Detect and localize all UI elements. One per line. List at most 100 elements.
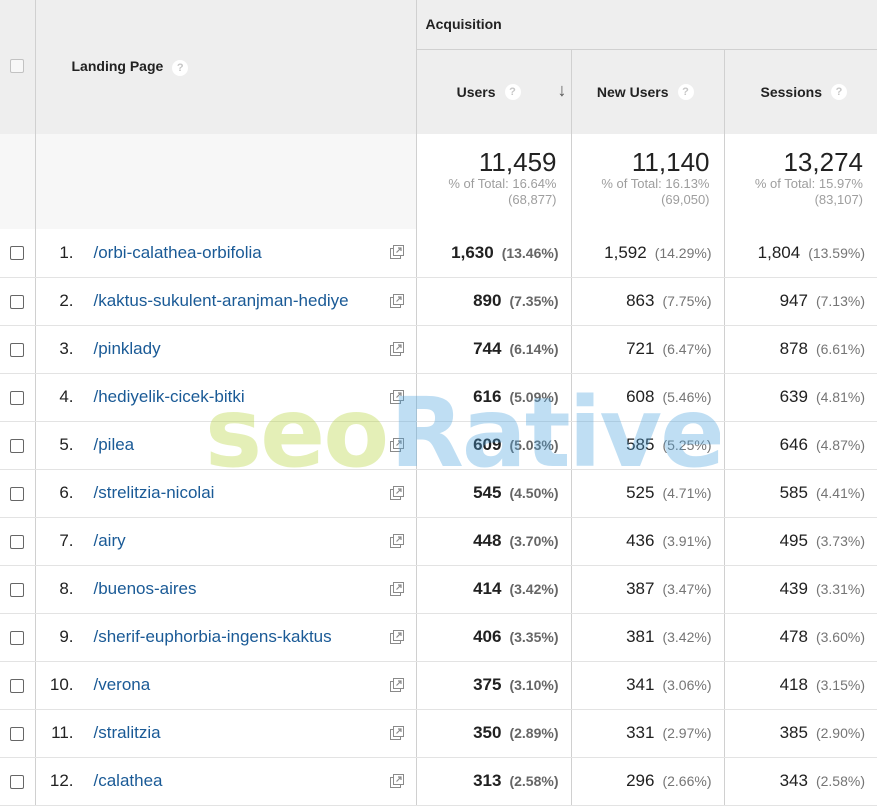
sessions-cell: 418 (3.15%) [724, 661, 877, 710]
new-users-cell: 436 (3.91%) [571, 517, 725, 566]
open-in-new-icon[interactable] [389, 581, 404, 596]
new-users-total: 11,140 % of Total: 16.13% (69,050) [571, 134, 725, 229]
open-in-new-icon[interactable] [389, 773, 404, 788]
row-checkbox-cell [0, 373, 36, 422]
sessions-pct: (3.73%) [815, 533, 865, 549]
landing-page-link[interactable]: /airy [93, 531, 126, 550]
table-row[interactable]: 5. /pilea 609 (5.03%) 585 (5.25%) 646 (4.87%… [0, 421, 877, 470]
users-value: 414 [473, 579, 502, 598]
row-checkbox[interactable] [10, 534, 25, 549]
users-cell: 744 (6.14%) [416, 325, 572, 374]
users-pct: (3.42%) [509, 581, 559, 597]
table-row[interactable]: 3. /pinklady 744 (6.14%) 721 (6.47%) 878 (6.… [0, 325, 877, 374]
arrow-down-icon[interactable]: ↓ [557, 79, 567, 100]
open-in-new-icon[interactable] [389, 485, 404, 500]
users-cell: 350 (2.89%) [416, 709, 572, 758]
landing-page-link[interactable]: /verona [93, 675, 151, 694]
table-row[interactable]: 6. /strelitzia-nicolai 545 (4.50%) 525 (4.7… [0, 469, 877, 518]
row-checkbox[interactable] [10, 582, 25, 597]
sessions-value: 478 [779, 627, 808, 646]
new-users-value: 608 [626, 387, 655, 406]
new-users-pct: (3.42%) [662, 629, 712, 645]
table-row[interactable]: 8. /buenos-aires 414 (3.42%) 387 (3.47%) 43… [0, 565, 877, 614]
landing-page-link[interactable]: /hediyelik-cicek-bitki [93, 387, 245, 406]
row-rank: 1. [59, 242, 74, 262]
landing-page-link[interactable]: /pilea [93, 435, 135, 454]
row-checkbox[interactable] [10, 630, 25, 645]
landing-page-link[interactable]: /buenos-aires [93, 579, 197, 598]
landing-page-cell: 1. /orbi-calathea-orbifolia [35, 229, 417, 278]
table-row[interactable]: 9. /sherif-euphorbia-ingens-kaktus 406 (3.… [0, 613, 877, 662]
open-in-new-icon[interactable] [389, 677, 404, 692]
row-checkbox[interactable] [10, 486, 25, 501]
landing-page-link[interactable]: /orbi-calathea-orbifolia [93, 242, 262, 262]
users-value: 313 [473, 771, 502, 790]
users-total-pct: % of Total: 16.64% [448, 176, 557, 191]
landing-page-link[interactable]: /sherif-euphorbia-ingens-kaktus [93, 627, 332, 646]
table-row[interactable]: 1. /orbi-calathea-orbifolia 1,630 (13.46%)… [0, 229, 877, 278]
landing-page-link[interactable]: /pinklady [93, 339, 161, 358]
row-checkbox[interactable] [10, 342, 25, 357]
table-row[interactable]: 12. /calathea 313 (2.58%) 296 (2.66%) 343 (2… [0, 757, 877, 806]
open-in-new-icon[interactable] [389, 293, 404, 308]
help-icon[interactable]: ? [677, 83, 694, 100]
row-checkbox[interactable] [10, 438, 25, 453]
users-column-header[interactable]: Users? ↓ [416, 49, 572, 134]
open-in-new-icon[interactable] [389, 389, 404, 404]
new-users-column-header[interactable]: New Users? [571, 49, 725, 134]
row-rank: 5. [59, 435, 74, 454]
sessions-cell: 585 (4.41%) [724, 469, 877, 518]
table-row[interactable]: 7. /airy 448 (3.70%) 436 (3.91%) 495 (3.73%) [0, 517, 877, 566]
row-checkbox-cell [0, 325, 36, 374]
landing-page-link[interactable]: /kaktus-sukulent-aranjman-hediye [93, 291, 349, 310]
open-in-new-icon[interactable] [389, 245, 404, 259]
landing-page-link[interactable]: /calathea [93, 771, 163, 790]
select-all-checkbox[interactable] [10, 58, 25, 73]
users-pct: (5.03%) [509, 437, 559, 453]
open-in-new-icon[interactable] [389, 725, 404, 740]
sessions-cell: 878 (6.61%) [724, 325, 877, 374]
row-checkbox[interactable] [10, 390, 25, 405]
users-pct: (2.58%) [509, 773, 559, 789]
table-row[interactable]: 10. /verona 375 (3.10%) 341 (3.06%) 418 (3.1… [0, 661, 877, 710]
sessions-pct: (7.13%) [815, 293, 865, 309]
users-cell: 375 (3.10%) [416, 661, 572, 710]
open-in-new-icon[interactable] [389, 437, 404, 452]
table-row[interactable]: 11. /stralitzia 350 (2.89%) 331 (2.97%) 385… [0, 709, 877, 758]
landing-page-header[interactable]: Landing Page? [35, 0, 417, 134]
sessions-value: 343 [779, 771, 808, 790]
new-users-cell: 381 (3.42%) [571, 613, 725, 662]
users-value: 406 [473, 627, 502, 646]
sessions-pct: (4.41%) [815, 485, 865, 501]
open-in-new-icon[interactable] [389, 341, 404, 356]
sessions-cell: 478 (3.60%) [724, 613, 877, 662]
new-users-cell: 1,592 (14.29%) [571, 229, 725, 278]
totals-row: 11,459 % of Total: 16.64% (68,877) 11,14… [0, 134, 877, 229]
new-users-total-pct: % of Total: 16.13% [601, 176, 710, 191]
users-value: 545 [473, 483, 502, 502]
row-checkbox[interactable] [10, 294, 25, 309]
sessions-column-header[interactable]: Sessions? [724, 49, 877, 134]
help-icon[interactable]: ? [504, 83, 521, 100]
row-checkbox[interactable] [10, 678, 25, 693]
row-checkbox[interactable] [10, 246, 25, 261]
table-row[interactable]: 4. /hediyelik-cicek-bitki 616 (5.09%) 608 (… [0, 373, 877, 422]
row-checkbox-cell [0, 709, 36, 758]
users-cell: 1,630 (13.46%) [416, 229, 572, 278]
open-in-new-icon[interactable] [389, 533, 404, 548]
row-checkbox[interactable] [10, 726, 25, 741]
new-users-cell: 296 (2.66%) [571, 757, 725, 806]
new-users-pct: (2.66%) [662, 773, 712, 789]
new-users-cell: 721 (6.47%) [571, 325, 725, 374]
acquisition-group-header: Acquisition [416, 0, 877, 50]
help-icon[interactable]: ? [172, 59, 189, 76]
landing-page-link[interactable]: /stralitzia [93, 723, 161, 742]
row-checkbox[interactable] [10, 774, 25, 789]
users-pct: (13.46%) [501, 244, 559, 261]
open-in-new-icon[interactable] [389, 629, 404, 644]
table-row[interactable]: 2. /kaktus-sukulent-aranjman-hediye 890 (7… [0, 277, 877, 326]
help-icon[interactable]: ? [831, 83, 847, 100]
users-pct: (6.14%) [509, 341, 559, 357]
new-users-value: 1,592 [604, 242, 647, 262]
landing-page-link[interactable]: /strelitzia-nicolai [93, 483, 215, 502]
